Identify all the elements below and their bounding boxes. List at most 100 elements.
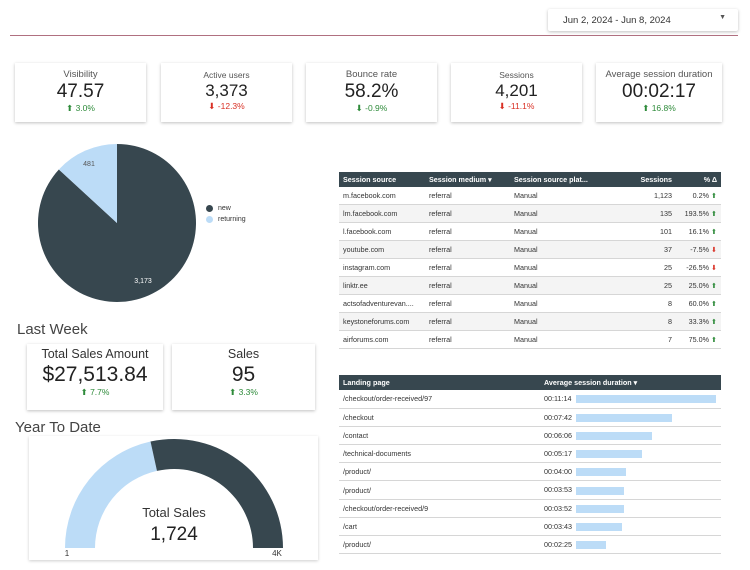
table-row[interactable]: lm.facebook.com referral Manual 135 193.5% ⬆ <box>339 204 721 224</box>
table-header-row: Landing page Average session duration ▾ <box>339 375 721 390</box>
table-row[interactable]: /cart 00:03:43 <box>339 517 721 537</box>
table-row[interactable]: actsofadventurevan.... referral Manual 8 60.… <box>339 294 721 313</box>
cell-medium: referral <box>425 187 510 206</box>
table-row[interactable]: /product/00:02:25 <box>339 535 721 555</box>
cell-pct-change: 75.0% ⬆ <box>676 330 721 349</box>
kpi-bounce-rate: Bounce rate 58.2% ⬇ -0.9% <box>306 63 437 122</box>
legend-label: returning <box>218 216 246 223</box>
cell-pct-change: -26.5% ⬇ <box>676 258 721 277</box>
table-row[interactable]: /product/00:04:00 <box>339 462 721 482</box>
col-avg-session-duration[interactable]: Average session duration ▾ <box>540 375 721 390</box>
table-row[interactable]: instagram.com referral Manual 25 -26.5% ⬇ <box>339 258 721 277</box>
table-row[interactable]: /contact 00:06:06 <box>339 426 721 446</box>
col-session-source[interactable]: Session source <box>339 172 425 187</box>
cell-medium: referral <box>425 294 510 313</box>
total-sales-gauge-card: Total Sales 1,724 1 4K <box>29 436 318 560</box>
cell-duration: 00:03:53 <box>540 480 721 500</box>
new-vs-returning-pie: 3,173 481 <box>36 141 276 311</box>
date-range-value: Jun 2, 2024 - Jun 8, 2024 <box>563 14 671 26</box>
col-landing-page[interactable]: Landing page <box>339 375 540 390</box>
col-sessions[interactable]: Sessions <box>610 172 676 187</box>
pie-slice-new <box>38 144 197 302</box>
kpi-active-users: Active users 3,373 ⬇ -12.3% <box>161 63 292 122</box>
cell-platform: Manual <box>510 240 610 260</box>
card-value: $27,513.84 <box>42 363 148 386</box>
table-row[interactable]: keystoneforums.com referral Manual 8 33.3% ⬆ <box>339 312 721 331</box>
landing-page-table: Landing page Average session duration ▾ … <box>339 375 721 555</box>
cell-landing-page: /checkout/order-received/9 <box>339 499 540 518</box>
kpi-delta: ⬆ 3.0% <box>66 103 95 113</box>
table-row[interactable]: l.facebook.com referral Manual 101 16.1% ⬆ <box>339 222 721 242</box>
cell-medium: referral <box>425 330 510 349</box>
table-row[interactable]: /checkout/order-received/97 00:11:14 <box>339 390 721 409</box>
cell-duration: 00:03:43 <box>540 517 721 537</box>
cell-landing-page: /product/ <box>339 480 540 500</box>
cell-landing-page: /product/ <box>339 462 540 482</box>
cell-medium: referral <box>425 204 510 224</box>
pie-svg: 3,173 481 <box>38 144 197 302</box>
last-week-title: Last Week <box>17 321 88 338</box>
date-range-picker[interactable]: Jun 2, 2024 - Jun 8, 2024 ▼ <box>548 9 738 31</box>
arrow-up-icon: ⬆ <box>710 227 717 237</box>
col-session-medium[interactable]: Session medium ▾ <box>425 172 510 187</box>
table-row[interactable]: /checkout/order-received/9 00:03:52 <box>339 499 721 518</box>
cell-source: airforums.com <box>339 330 425 349</box>
cell-landing-page: /product/ <box>339 535 540 555</box>
kpi-value: 47.57 <box>56 81 105 102</box>
cell-duration: 00:07:42 <box>540 408 721 427</box>
col-pct-change[interactable]: % Δ <box>676 172 721 187</box>
cell-sessions: 8 <box>610 294 676 313</box>
arrow-up-icon: ⬆ <box>229 387 237 397</box>
duration-bar <box>576 522 622 531</box>
cell-duration: 00:05:17 <box>540 444 721 464</box>
duration-bar <box>576 413 672 422</box>
kpi-value: 3,373 <box>205 81 248 100</box>
duration-bar <box>576 486 624 495</box>
arrow-up-icon: ⬆ <box>710 316 717 326</box>
arrow-up-icon: ⬆ <box>66 103 74 113</box>
cell-platform: Manual <box>510 312 610 331</box>
table-row[interactable]: /technical-documents 00:05:17 <box>339 444 721 464</box>
total-sales-amount-card: Total Sales Amount $27,513.84 ⬆ 7.7% <box>27 344 163 410</box>
cell-platform: Manual <box>510 294 610 313</box>
gauge-value: 1,724 <box>150 524 198 545</box>
duration-bar <box>576 541 606 550</box>
cell-duration: 00:04:00 <box>540 462 721 482</box>
cell-source: l.facebook.com <box>339 222 425 242</box>
cell-source: keystoneforums.com <box>339 312 425 331</box>
col-session-source-platform[interactable]: Session source plat... <box>510 172 610 187</box>
table-row[interactable]: /checkout 00:07:42 <box>339 408 721 427</box>
cell-platform: Manual <box>510 187 610 206</box>
cell-sessions: 25 <box>610 258 676 277</box>
legend-item-new[interactable]: new <box>206 205 246 212</box>
kpi-label: Active users <box>203 70 250 80</box>
table-row[interactable]: airforums.com referral Manual 7 75.0% ⬆ <box>339 330 721 349</box>
cell-medium: referral <box>425 312 510 331</box>
pie-slice-returning <box>58 144 117 223</box>
arrow-down-icon: ⬇ <box>208 101 216 111</box>
legend-item-returning[interactable]: returning <box>206 216 246 223</box>
duration-bar <box>576 395 716 404</box>
cell-medium: referral <box>425 276 510 295</box>
gauge-value-arc <box>150 439 283 548</box>
year-to-date-title: Year To Date <box>15 419 101 436</box>
kpi-label: Sessions <box>499 70 534 80</box>
table-row[interactable]: youtube.com referral Manual 37 -7.5% ⬇ <box>339 240 721 260</box>
table-row[interactable]: /product/00:03:53 <box>339 480 721 500</box>
arrow-down-icon: ⬇ <box>498 101 506 111</box>
cell-duration: 00:06:06 <box>540 426 721 446</box>
arrow-up-icon: ⬆ <box>80 387 88 397</box>
cell-source: linktr.ee <box>339 276 425 295</box>
session-source-table: Session source Session medium ▾ Session … <box>339 172 721 349</box>
table-row[interactable]: linktr.ee referral Manual 25 25.0% ⬆ <box>339 276 721 295</box>
cell-sessions: 25 <box>610 276 676 295</box>
cell-landing-page: /contact <box>339 426 540 446</box>
legend-label: new <box>218 205 231 212</box>
cell-landing-page: /checkout <box>339 408 540 427</box>
kpi-value: 58.2% <box>344 81 399 102</box>
table-row[interactable]: m.facebook.com referral Manual 1,123 0.2% ⬆ <box>339 187 721 206</box>
cell-platform: Manual <box>510 258 610 277</box>
cell-medium: referral <box>425 240 510 260</box>
cell-pct-change: 25.0% ⬆ <box>676 276 721 295</box>
cell-sessions: 1,123 <box>610 187 676 206</box>
